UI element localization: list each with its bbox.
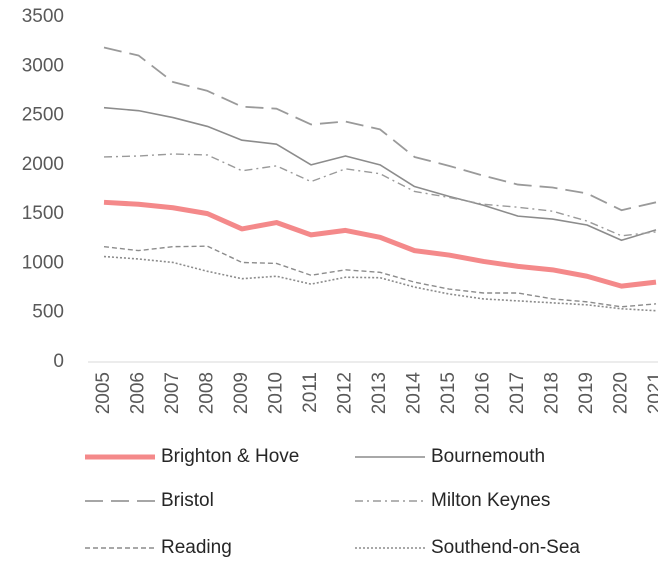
legend-label: Milton Keynes	[431, 490, 550, 511]
y-tick-label: 1000	[22, 252, 64, 273]
y-tick-label: 1500	[22, 203, 64, 224]
y-tick-label: 2500	[22, 105, 64, 126]
x-tick-label: 2007	[162, 372, 183, 414]
x-tick-label: 2018	[542, 372, 563, 414]
legend-label: Reading	[161, 537, 232, 558]
x-tick-label: 2011	[300, 372, 321, 413]
x-tick-label: 2006	[128, 372, 149, 414]
y-tick-label: 3500	[22, 6, 64, 27]
x-tick-label: 2020	[611, 372, 632, 414]
legend-label: Southend-on-Sea	[431, 537, 580, 558]
y-tick-label: 2000	[22, 154, 64, 175]
series-line	[103, 46, 657, 212]
x-tick-label: 2005	[93, 372, 114, 414]
y-tick-label: 3000	[22, 55, 64, 76]
y-tick-label: 500	[32, 302, 64, 323]
series-line	[103, 199, 657, 289]
x-tick-label: 2012	[335, 372, 356, 414]
x-tick-label: 2021	[645, 372, 658, 414]
series-line	[103, 255, 657, 312]
x-tick-label: 2008	[197, 372, 218, 414]
series-line	[103, 153, 657, 237]
x-tick-label: 2013	[369, 372, 390, 414]
series-line	[103, 106, 657, 242]
x-tick-label: 2009	[231, 372, 252, 414]
x-tick-label: 2010	[266, 372, 287, 414]
x-tick-label: 2019	[576, 372, 597, 414]
x-tick-label: 2016	[473, 372, 494, 414]
legend-label: Brighton & Hove	[161, 446, 299, 467]
x-tick-label: 2017	[507, 372, 528, 414]
y-tick-label: 0	[53, 351, 64, 372]
x-tick-label: 2014	[404, 372, 425, 415]
series-line	[103, 245, 657, 308]
legend-label: Bristol	[161, 490, 214, 511]
x-tick-label: 2015	[438, 372, 459, 414]
legend-label: Bournemouth	[431, 446, 545, 467]
